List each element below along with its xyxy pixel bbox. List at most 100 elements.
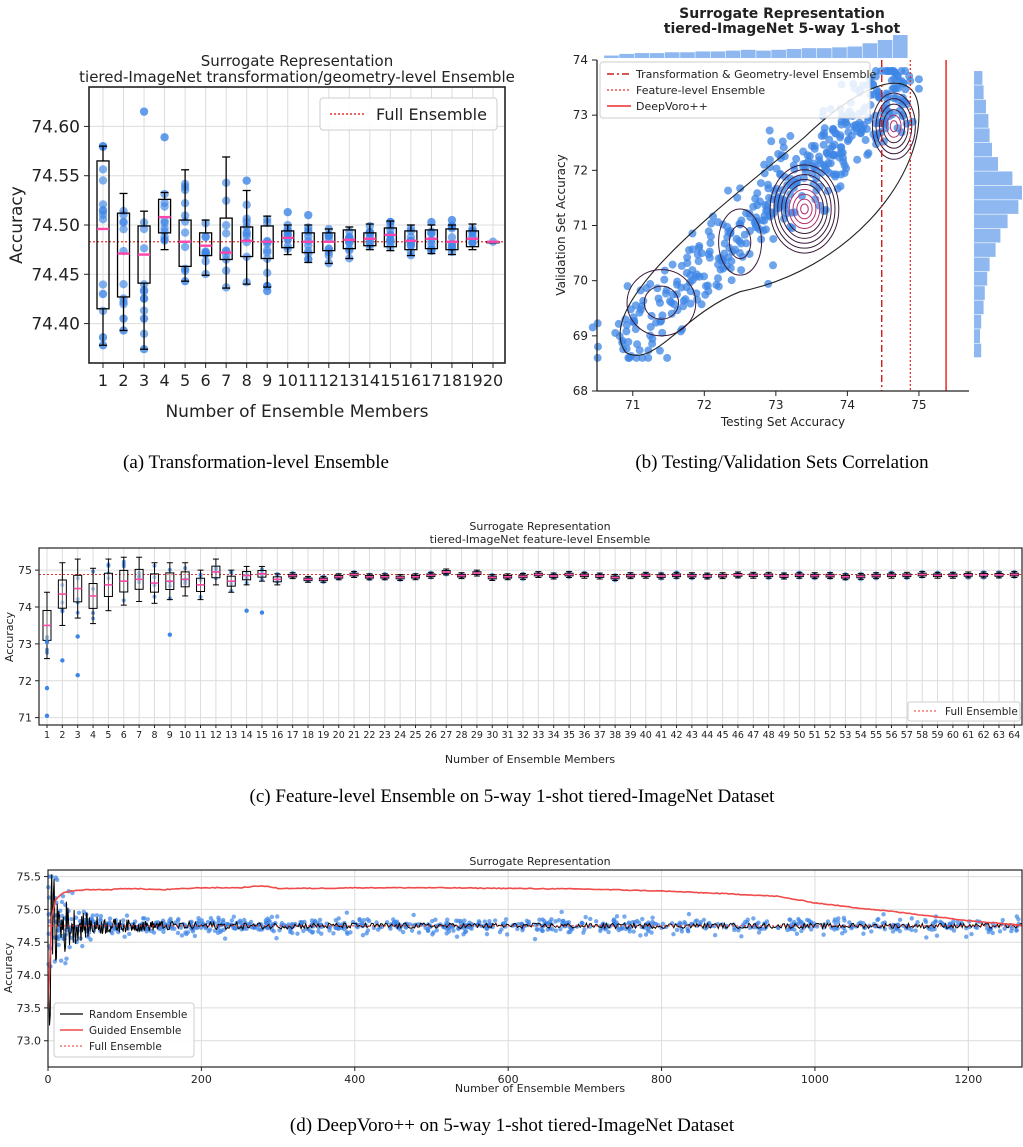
data-point [847, 920, 852, 925]
data-point [964, 934, 969, 939]
outlier-point [304, 210, 313, 220]
x-tick-label: 75 [911, 398, 926, 412]
x-tick-label: 3 [139, 371, 149, 390]
data-point [716, 265, 725, 274]
x-tick-label: 64 [1008, 730, 1020, 741]
x-tick-label: 23 [379, 730, 391, 741]
data-point [923, 919, 929, 925]
box [198, 232, 213, 257]
data-point [703, 926, 708, 931]
data-point [731, 245, 740, 254]
data-point [365, 917, 370, 922]
caption-c: (c) Feature-level Ensemble on 5-way 1-sh… [249, 786, 775, 807]
data-point [503, 917, 509, 922]
x-tick-label: 50 [793, 730, 805, 741]
data-point [934, 933, 940, 938]
data-point [655, 346, 664, 355]
data-point [549, 917, 554, 922]
data-point [893, 72, 902, 81]
x-tick-label: 73 [768, 398, 783, 412]
data-point [714, 282, 723, 291]
box [219, 217, 233, 261]
data-point [853, 155, 862, 164]
data-point [139, 224, 149, 234]
x-tick-label: 16 [401, 371, 421, 390]
x-tick-label: 800 [651, 1073, 672, 1086]
data-point [622, 914, 627, 919]
data-point [192, 933, 198, 939]
legend-label: DeepVoro++ [636, 100, 708, 113]
data-point [824, 158, 833, 167]
data-point [462, 918, 467, 923]
data-point [180, 228, 190, 237]
data-point [98, 215, 108, 224]
y-tick-label: 74.40 [31, 315, 80, 335]
data-point [124, 913, 130, 918]
plot-frame [38, 547, 1023, 726]
x-tick-label: 6 [121, 730, 127, 741]
density-contour [882, 109, 906, 144]
data-point [786, 222, 795, 231]
box [96, 160, 110, 310]
data-point [1000, 917, 1005, 923]
data-point [160, 218, 169, 228]
data-point [897, 917, 903, 923]
legend-label: Full Ensemble [376, 105, 487, 124]
histogram-bar-y [974, 271, 988, 286]
data-point [487, 918, 492, 924]
histogram-bar-x [862, 43, 878, 58]
data-point [484, 931, 490, 937]
data-point [894, 96, 903, 105]
x-tick-label: 63 [993, 730, 1005, 741]
data-point [73, 915, 79, 920]
x-tick-label: 1200 [954, 1073, 982, 1086]
data-point [342, 926, 347, 932]
data-point [232, 925, 237, 931]
data-point [732, 234, 741, 243]
data-point [447, 233, 457, 242]
data-point [205, 919, 211, 925]
x-tick-label: 55 [870, 730, 882, 741]
density-contour [781, 179, 828, 239]
data-point [762, 225, 771, 234]
data-point [1002, 926, 1007, 931]
x-tick-label: 62 [978, 730, 990, 741]
data-point [655, 298, 664, 307]
data-point [756, 930, 762, 935]
x-axis-label: Number of Ensemble Members [455, 1082, 625, 1095]
density-contour [784, 183, 825, 234]
data-point [222, 936, 228, 941]
data-point [807, 141, 816, 150]
data-point [764, 180, 773, 189]
data-point [624, 337, 633, 346]
data-point [76, 910, 82, 915]
data-point [229, 918, 235, 923]
data-point [81, 909, 87, 914]
y-tick-label: 71 [573, 219, 588, 233]
outlier-point [44, 685, 50, 691]
chart-title: Surrogate Representation [469, 855, 610, 868]
data-point [752, 213, 761, 222]
density-contour [788, 188, 821, 230]
data-point [685, 928, 691, 933]
box [445, 228, 459, 251]
data-point [881, 912, 886, 917]
data-point [263, 246, 272, 255]
data-point [792, 154, 801, 163]
y-tick-label: 73 [18, 638, 32, 651]
outlier-point [447, 215, 457, 225]
x-tick-label: 18 [302, 730, 314, 741]
data-point [646, 322, 655, 331]
x-tick-label: 9 [262, 371, 272, 390]
caption-a: (a) Transformation-level Ensemble [123, 452, 389, 473]
data-point [714, 274, 723, 283]
data-point [691, 272, 700, 281]
density-contour [886, 114, 902, 138]
data-point [344, 910, 350, 915]
data-point [792, 927, 797, 932]
x-tick-label: 27 [440, 730, 452, 741]
histogram-bar-x [680, 52, 695, 58]
x-tick-label: 48 [763, 730, 775, 741]
data-point [206, 929, 211, 934]
data-point [416, 930, 422, 935]
